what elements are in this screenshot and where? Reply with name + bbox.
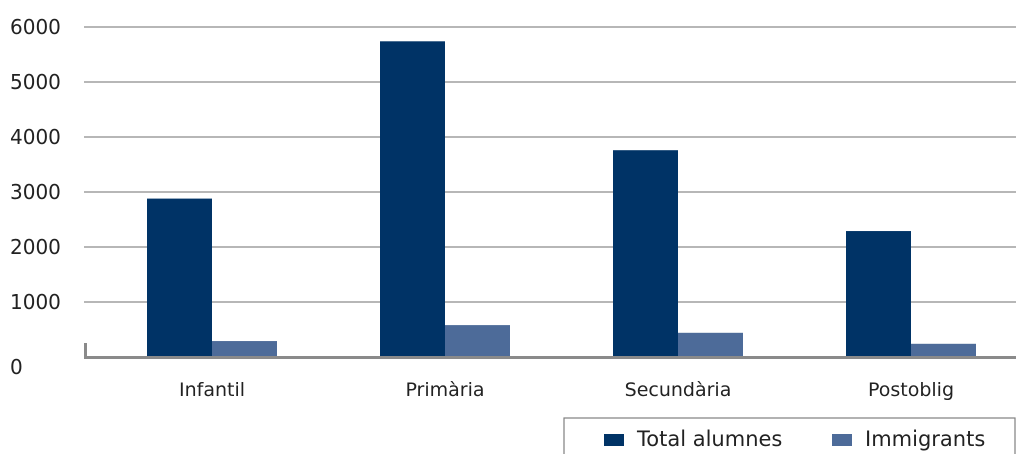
x-axis bbox=[84, 343, 1016, 359]
legend: Total alumnes Immigrants bbox=[563, 417, 1016, 454]
x-tick-label: Infantil bbox=[179, 379, 245, 401]
y-tick-label: 1000 bbox=[10, 290, 61, 314]
x-tick-label: Primària bbox=[405, 379, 484, 401]
x-axis-ticks: Infantil Primària Secundària Postoblig bbox=[179, 379, 954, 401]
bar-total-alumnes-postoblig bbox=[846, 231, 911, 357]
axis-corner bbox=[84, 343, 87, 358]
bars bbox=[147, 41, 976, 358]
bar-immigrants-infantil bbox=[212, 341, 277, 357]
legend-swatch bbox=[604, 434, 624, 446]
y-tick-label: 3000 bbox=[10, 180, 61, 204]
legend-label: Total alumnes bbox=[636, 427, 782, 451]
y-tick-label: 2000 bbox=[10, 235, 61, 259]
bar-total-alumnes-secundària bbox=[613, 150, 678, 357]
x-axis-line bbox=[84, 356, 1016, 359]
y-tick-label: 6000 bbox=[10, 15, 61, 39]
x-tick-label: Postoblig bbox=[868, 379, 954, 401]
bar-immigrants-postoblig bbox=[911, 343, 976, 357]
bar-total-alumnes-primària bbox=[380, 41, 445, 358]
y-tick-label: 0 bbox=[10, 355, 23, 379]
y-tick-label: 4000 bbox=[10, 125, 61, 149]
y-axis-ticks: 0 1000 2000 3000 4000 5000 6000 bbox=[10, 15, 61, 379]
bar-total-alumnes-infantil bbox=[147, 198, 212, 357]
legend-swatch bbox=[832, 434, 852, 446]
bar-immigrants-primària bbox=[445, 325, 510, 357]
bar-immigrants-secundària bbox=[678, 332, 743, 357]
legend-label: Immigrants bbox=[865, 427, 985, 451]
y-tick-label: 5000 bbox=[10, 70, 61, 94]
x-tick-label: Secundària bbox=[625, 379, 732, 401]
legend-box bbox=[563, 417, 1016, 454]
